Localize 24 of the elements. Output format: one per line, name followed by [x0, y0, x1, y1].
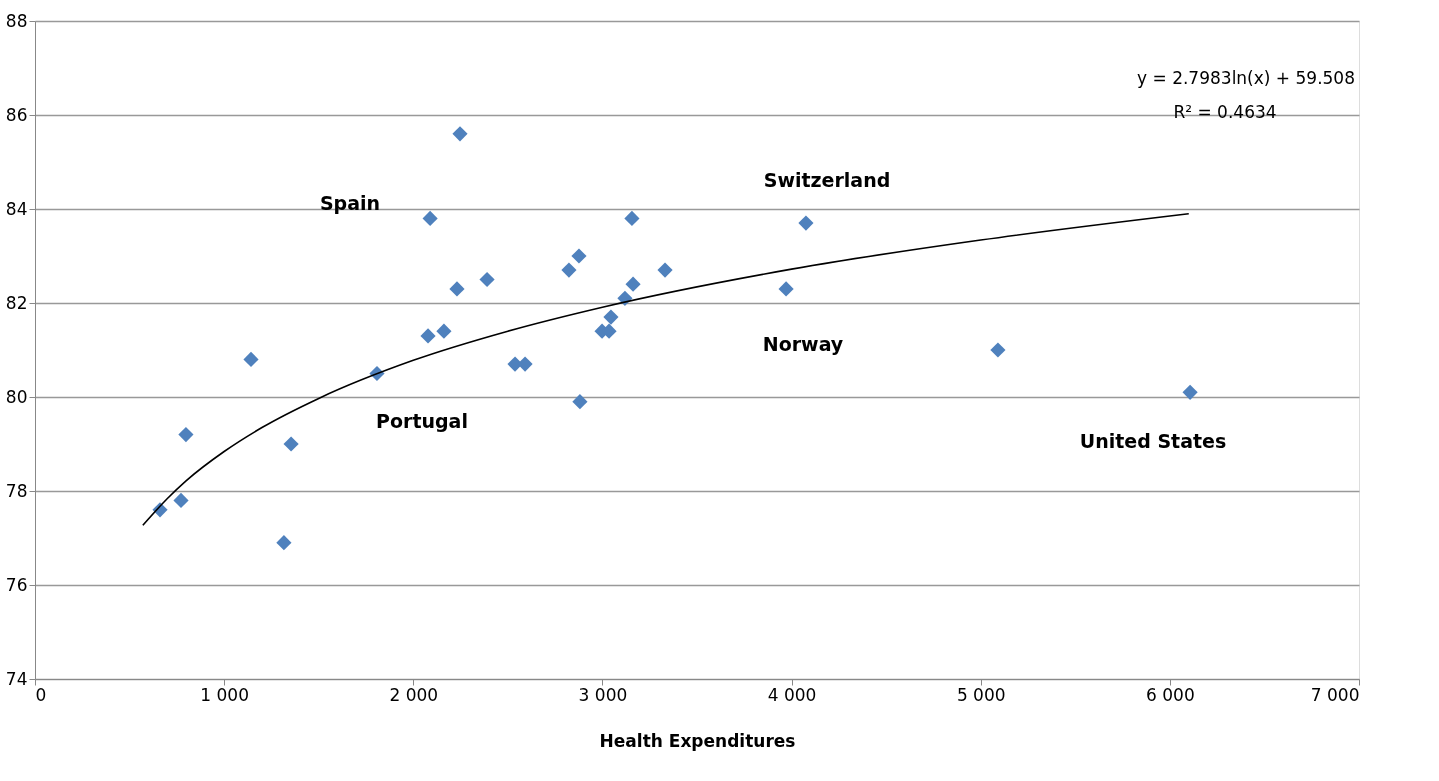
annotation: Portugal — [376, 410, 468, 432]
x-tick-label: 6 000 — [1146, 684, 1195, 705]
y-tick-label: 76 — [5, 574, 28, 595]
annotation: Spain — [319, 192, 381, 214]
x-tick-label: 7 000 — [1310, 684, 1360, 705]
y-tick-label: 80 — [5, 386, 28, 407]
x-tick-label: 4 000 — [767, 684, 817, 705]
y-tick-label: 86 — [5, 104, 28, 125]
y-tick-label: 74 — [5, 668, 28, 689]
annotation: United States — [1079, 430, 1227, 452]
annotation: Switzerland — [763, 169, 891, 191]
y-tick-label: 84 — [5, 198, 28, 219]
x-axis-title: Health Expenditures — [599, 730, 796, 751]
annotation: y = 2.7983ln(x) + 59.508 — [1137, 68, 1355, 88]
annotation: R² = 0.4634 — [1173, 102, 1277, 122]
annotation: Norway — [762, 333, 844, 355]
x-tick-label: 5 000 — [956, 684, 1006, 705]
y-tick-label: 82 — [5, 292, 28, 313]
x-tick-label: 0 — [35, 684, 47, 705]
y-tick-label: 88 — [5, 10, 28, 31]
x-tick-label: 2 000 — [389, 684, 439, 705]
x-tick-label: 1 000 — [200, 684, 249, 705]
y-tick-label: 78 — [5, 480, 28, 501]
x-tick-label: 3 000 — [578, 684, 628, 705]
